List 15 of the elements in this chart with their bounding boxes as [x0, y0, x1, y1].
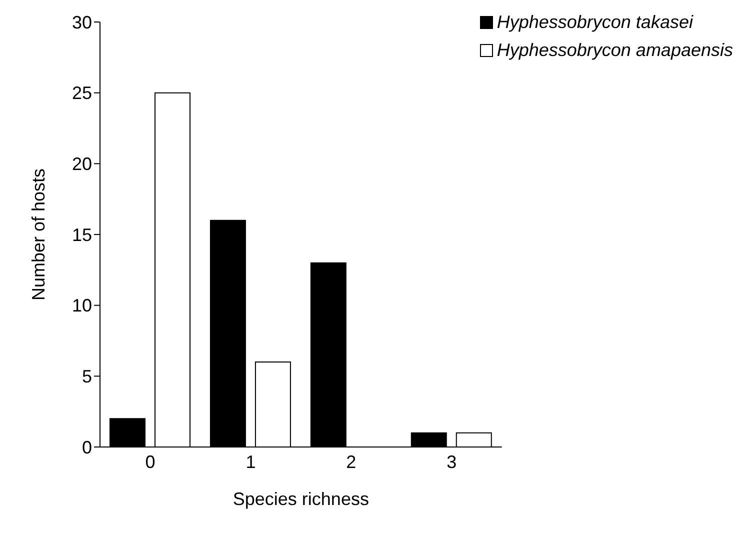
x-axis-title: Species richness: [232, 489, 369, 509]
y-axis-title: Number of hosts: [28, 168, 48, 301]
x-tick-label: 1: [246, 452, 256, 472]
y-tick-label: 5: [82, 366, 92, 387]
y-tick-label: 30: [72, 12, 92, 32]
y-tick-label: 10: [72, 296, 92, 316]
legend-label: Hyphessobrycon amapaensis: [496, 39, 733, 62]
x-tick-label: 2: [346, 452, 356, 472]
y-tick-label: 20: [72, 154, 92, 174]
y-tick-label: 15: [72, 224, 92, 245]
x-tick-label: 0: [145, 452, 156, 472]
y-tick-label: 25: [72, 83, 92, 104]
y-tick-label: 0: [82, 437, 92, 458]
x-tick-label: 3: [446, 452, 457, 472]
legend-label: Hyphessobrycon takasei: [496, 11, 693, 34]
